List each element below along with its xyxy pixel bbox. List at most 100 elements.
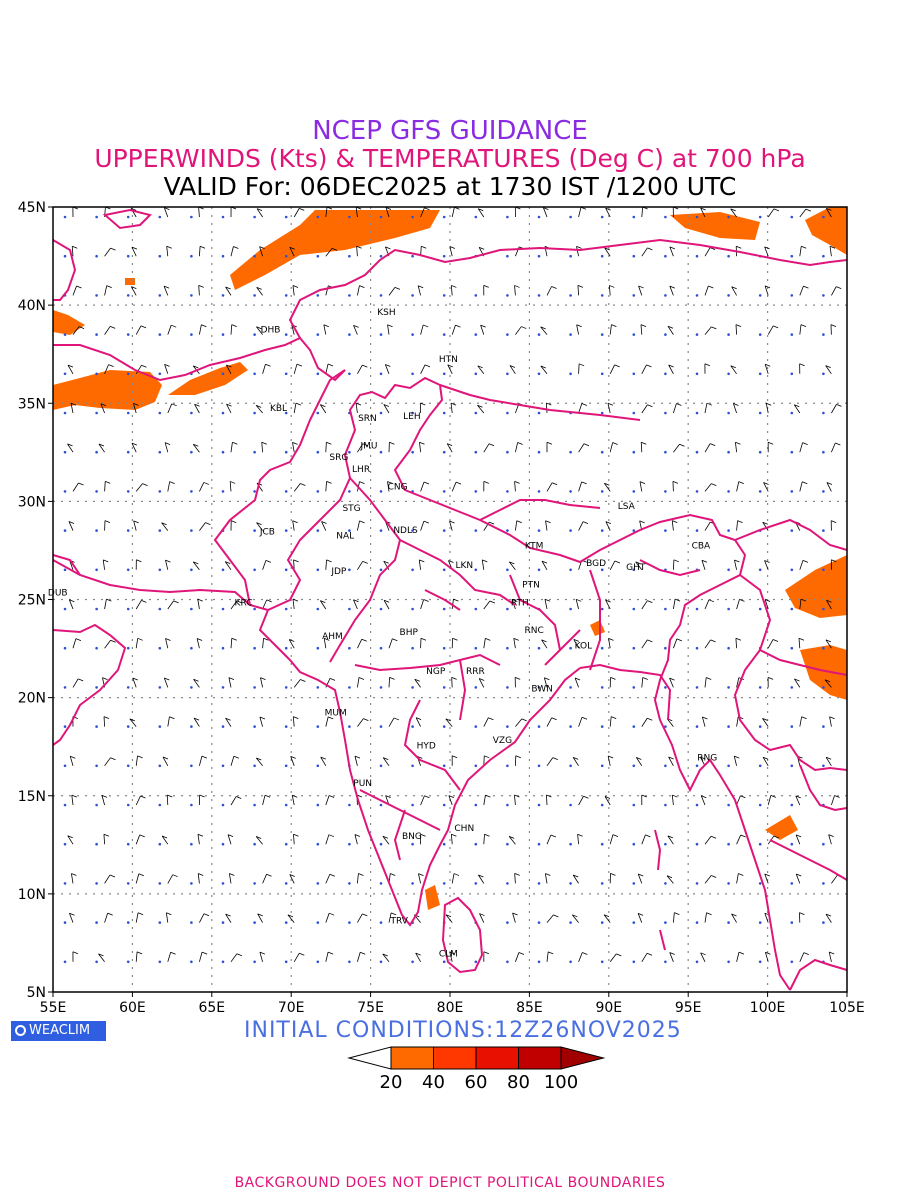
wind-barb	[831, 404, 837, 414]
wind-barb-flag	[484, 755, 490, 759]
temperature-marker	[537, 921, 541, 924]
wind-barb-flag	[100, 403, 107, 407]
wind-barb	[793, 404, 801, 414]
station-label: STG	[342, 504, 360, 514]
wind-barb-flag	[706, 677, 712, 680]
wind-barb-flag	[512, 599, 518, 602]
shade-region	[800, 645, 847, 700]
temperature-marker	[600, 842, 604, 846]
wind-barb	[357, 561, 364, 571]
wind-barb	[199, 756, 203, 766]
wind-barb-flag	[763, 482, 769, 485]
temperature-marker	[632, 333, 636, 336]
wind-barb	[293, 952, 300, 963]
temperature-marker	[569, 294, 572, 297]
temperature-marker	[537, 333, 541, 336]
wind-barb	[764, 560, 769, 570]
wind-barb-flag	[232, 441, 238, 445]
temperature-marker	[316, 646, 320, 650]
wind-barb	[515, 718, 523, 727]
temperature-marker	[284, 490, 288, 493]
temperature-marker	[442, 215, 446, 219]
temperature-marker	[727, 725, 730, 728]
wind-barb	[449, 520, 453, 531]
temperature-marker	[126, 450, 130, 454]
temperature-marker	[348, 960, 351, 964]
wind-barb	[704, 403, 708, 414]
wind-barb-flag	[418, 285, 424, 289]
wind-barb	[515, 442, 519, 453]
temperature-marker	[506, 921, 509, 924]
temperature-marker	[316, 764, 320, 768]
temperature-marker	[190, 921, 193, 924]
boundary-india-states	[329, 477, 701, 861]
temperature-marker	[537, 294, 541, 297]
temperature-marker	[695, 333, 699, 336]
wind-barb-flag	[300, 483, 306, 486]
wind-barb	[673, 599, 676, 610]
shade-region	[670, 212, 760, 240]
wind-barb	[764, 873, 769, 884]
temperature-marker	[411, 607, 414, 611]
temperature-marker	[253, 450, 256, 454]
boundary-southeast-asia	[759, 649, 848, 991]
wind-barb-flag	[836, 404, 842, 407]
wind-barb	[102, 559, 105, 570]
wind-barb-flag	[300, 679, 306, 682]
temperature-marker	[664, 294, 667, 297]
wind-barb-flag	[385, 795, 391, 798]
wind-barb	[798, 638, 801, 649]
wind-barb-flag	[389, 441, 395, 445]
wind-barb	[541, 560, 548, 570]
wind-barb	[167, 874, 174, 884]
wind-barb	[67, 835, 74, 845]
wind-barb-flag	[382, 953, 388, 957]
temperature-marker	[822, 725, 825, 728]
wind-barb	[357, 873, 359, 884]
temperature-marker	[221, 450, 225, 454]
temperature-marker	[727, 842, 730, 846]
wind-barb-flag	[414, 678, 420, 682]
wind-barb	[259, 952, 263, 962]
temperature-marker	[284, 764, 288, 768]
wind-barb-flag	[514, 794, 520, 798]
wind-barb	[161, 835, 169, 845]
temperature-marker	[126, 764, 130, 768]
temperature-marker	[379, 490, 383, 493]
wind-barb-flag	[131, 286, 137, 290]
wind-barb	[576, 324, 579, 335]
wind-barb	[607, 755, 611, 766]
wind-barb	[261, 442, 263, 453]
wind-barb	[225, 286, 232, 296]
temperature-marker	[316, 921, 320, 924]
station-label: NGP	[426, 667, 446, 677]
wind-barb	[133, 520, 137, 531]
wind-barb	[259, 246, 263, 257]
temperature-marker	[695, 764, 699, 768]
temperature-marker	[822, 568, 825, 572]
wind-barb-flag	[320, 600, 326, 603]
wind-barb-flag	[546, 402, 552, 406]
temperature-marker	[537, 254, 541, 258]
wind-barb	[477, 365, 485, 375]
wind-barb	[135, 912, 139, 923]
wind-barb	[608, 285, 611, 296]
temperature-marker	[411, 960, 414, 964]
wind-barb	[355, 207, 358, 218]
temperature-marker	[569, 921, 572, 924]
wind-barb-flag	[193, 678, 199, 682]
temperature-marker	[695, 490, 699, 493]
initial-conditions: INITIAL CONDITIONS:12Z26NOV2025	[244, 1018, 682, 1043]
wind-barb	[731, 913, 737, 923]
wind-barb	[767, 208, 775, 218]
wind-barb	[574, 677, 579, 688]
wind-barb	[293, 364, 298, 374]
wind-barb	[199, 482, 205, 492]
wind-barb-flag	[514, 285, 520, 288]
wind-barb	[515, 520, 518, 531]
temperature-marker	[442, 450, 446, 454]
wind-barb	[161, 522, 169, 531]
wind-barb	[135, 638, 139, 649]
wind-barb-flag	[193, 717, 200, 721]
